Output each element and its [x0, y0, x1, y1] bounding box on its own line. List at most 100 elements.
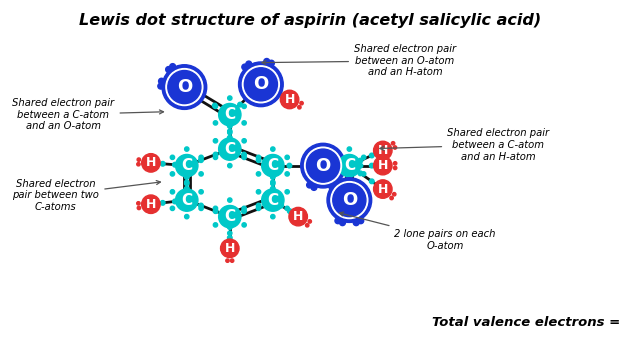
Circle shape [158, 83, 164, 89]
Circle shape [358, 218, 364, 224]
Circle shape [228, 129, 232, 133]
Circle shape [242, 209, 247, 213]
Text: Total valence electrons = 68: Total valence electrons = 68 [432, 316, 621, 329]
Circle shape [213, 223, 217, 227]
Circle shape [307, 182, 312, 188]
Circle shape [358, 158, 363, 163]
Circle shape [338, 163, 343, 168]
Circle shape [271, 175, 275, 179]
Text: C: C [267, 158, 278, 173]
Circle shape [228, 231, 232, 235]
Circle shape [137, 206, 140, 210]
Circle shape [220, 239, 239, 257]
Circle shape [353, 220, 359, 226]
Circle shape [374, 180, 392, 198]
Circle shape [301, 143, 345, 188]
Circle shape [168, 71, 201, 103]
Circle shape [285, 206, 289, 211]
Circle shape [199, 190, 203, 194]
Circle shape [261, 154, 284, 177]
Circle shape [227, 225, 232, 229]
Circle shape [242, 66, 279, 103]
Circle shape [170, 172, 175, 176]
Circle shape [333, 172, 337, 176]
Circle shape [242, 104, 247, 108]
Circle shape [162, 65, 207, 110]
Circle shape [358, 171, 363, 176]
Circle shape [289, 207, 307, 226]
Circle shape [256, 158, 261, 163]
Text: H: H [146, 198, 156, 211]
Circle shape [304, 163, 309, 168]
Circle shape [160, 161, 165, 166]
Text: C: C [224, 209, 235, 224]
Circle shape [280, 90, 299, 109]
Circle shape [347, 180, 351, 184]
Circle shape [256, 203, 261, 208]
Circle shape [219, 205, 241, 228]
Circle shape [329, 163, 334, 168]
Circle shape [333, 155, 337, 160]
Circle shape [338, 154, 361, 177]
Circle shape [170, 190, 175, 194]
Circle shape [137, 163, 140, 166]
Circle shape [228, 198, 232, 202]
Circle shape [184, 147, 189, 151]
Circle shape [307, 149, 340, 182]
Text: H: H [378, 144, 388, 157]
Circle shape [142, 154, 160, 172]
Circle shape [329, 184, 335, 190]
Circle shape [212, 103, 217, 108]
Circle shape [238, 62, 283, 107]
Circle shape [238, 102, 242, 107]
Text: 2 lone pairs on each
O-atom: 2 lone pairs on each O-atom [340, 212, 496, 251]
Circle shape [197, 94, 202, 98]
Circle shape [287, 163, 292, 168]
Circle shape [394, 161, 397, 165]
Text: H: H [146, 156, 156, 169]
Circle shape [199, 206, 203, 211]
Circle shape [199, 172, 203, 176]
Circle shape [285, 190, 289, 194]
Text: Shared electron pair
between a C-atom
and an H-atom: Shared electron pair between a C-atom an… [380, 129, 549, 161]
Circle shape [184, 175, 189, 179]
Text: C: C [224, 142, 235, 156]
Circle shape [173, 163, 177, 167]
Circle shape [242, 139, 247, 143]
Circle shape [228, 164, 232, 168]
Circle shape [285, 172, 289, 176]
Text: O: O [253, 75, 268, 93]
Circle shape [242, 152, 247, 157]
Circle shape [228, 96, 232, 100]
Circle shape [226, 259, 229, 262]
Circle shape [256, 172, 261, 176]
Circle shape [288, 209, 292, 213]
Text: C: C [224, 107, 235, 122]
Circle shape [166, 67, 171, 72]
Circle shape [213, 121, 217, 125]
Circle shape [170, 206, 175, 211]
Circle shape [304, 147, 342, 184]
Circle shape [347, 147, 351, 151]
Circle shape [271, 180, 275, 184]
Circle shape [331, 182, 368, 219]
Circle shape [242, 206, 247, 211]
Circle shape [306, 224, 309, 227]
Circle shape [248, 92, 253, 97]
Circle shape [227, 124, 232, 128]
Circle shape [268, 87, 273, 92]
Circle shape [393, 146, 397, 149]
Circle shape [361, 155, 366, 160]
Circle shape [219, 138, 241, 160]
Circle shape [333, 182, 340, 188]
Circle shape [268, 60, 274, 66]
Circle shape [242, 64, 248, 70]
Text: C: C [267, 193, 278, 208]
Circle shape [213, 206, 217, 211]
Circle shape [333, 184, 366, 217]
Circle shape [244, 68, 278, 101]
Circle shape [246, 61, 252, 67]
Circle shape [311, 184, 317, 190]
Text: O: O [177, 78, 192, 96]
Circle shape [230, 259, 233, 262]
